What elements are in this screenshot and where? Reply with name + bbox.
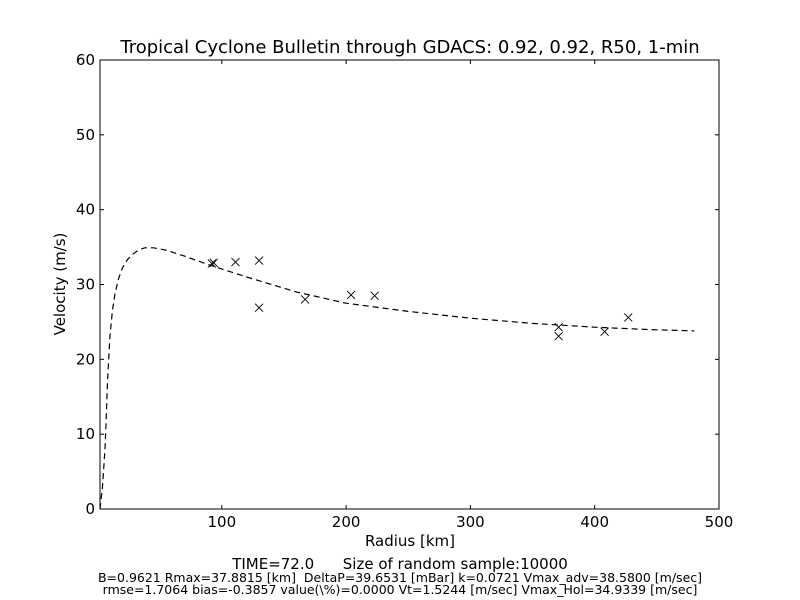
y-axis-label: Velocity (m/s) — [51, 233, 69, 336]
plot-area — [99, 59, 720, 510]
observation-point — [254, 303, 264, 313]
footer-line-2: B=0.9621 Rmax=37.8815 [km] DeltaP=39.653… — [97, 570, 703, 585]
footer-line-3: rmse=1.7064 bias=-0.3857 value(\%)=0.000… — [102, 582, 698, 597]
y-tick-label: 0 — [85, 500, 95, 518]
observation-point — [600, 327, 609, 336]
x-tick-label: 400 — [580, 513, 609, 531]
y-tick-label: 40 — [76, 201, 95, 219]
observation-point — [346, 290, 356, 300]
x-axis-label: Radius [km] — [365, 532, 455, 550]
y-tick-label: 30 — [76, 276, 95, 294]
model-profile-line — [99, 247, 695, 510]
observation-point — [254, 256, 264, 265]
observation-point — [207, 259, 217, 268]
chart-title: Tropical Cyclone Bulletin through GDACS:… — [119, 37, 699, 58]
observation-point — [370, 291, 380, 301]
observation-point — [300, 295, 310, 304]
x-tick-label: 300 — [456, 513, 485, 531]
y-tick-label: 60 — [76, 51, 95, 69]
observation-point — [554, 331, 563, 341]
x-tick-label: 100 — [207, 513, 236, 531]
y-tick-label: 50 — [76, 126, 95, 144]
y-tick-label: 10 — [76, 425, 95, 443]
observation-point — [623, 313, 633, 322]
observation-point — [231, 257, 240, 267]
y-tick-label: 20 — [76, 350, 95, 368]
x-tick-label: 500 — [705, 513, 734, 531]
x-tick-label: 200 — [332, 513, 361, 531]
footer-line-1: TIME=72.0 Size of random sample:10000 — [232, 555, 568, 573]
observation-point — [554, 322, 563, 332]
observation-point — [209, 258, 219, 268]
